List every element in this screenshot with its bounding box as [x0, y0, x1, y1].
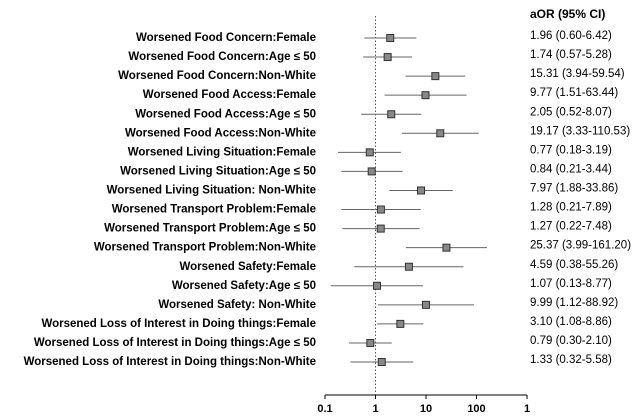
category-label: Worsened Living Situation:Female	[128, 146, 316, 158]
value-label: 15.31 (3.94-59.54)	[530, 68, 625, 80]
x-tick-label: 10	[420, 403, 432, 415]
x-tick-label: 1	[524, 403, 530, 415]
point-estimate	[365, 148, 374, 157]
value-label: 1.07 (0.13-8.77)	[530, 278, 612, 290]
category-label: Worsened Living Situation: Non-White	[107, 185, 316, 197]
category-label: Worsened Loss of Interest in Doing thing…	[34, 337, 316, 349]
point-estimate	[404, 262, 413, 271]
point-estimate	[383, 53, 392, 62]
point-estimate	[386, 34, 395, 42]
value-label: 1.74 (0.57-5.28)	[530, 49, 612, 61]
point-estimate	[421, 91, 430, 100]
category-label: Worsened Loss of Interest in Doing thing…	[24, 356, 316, 368]
value-label: 1.28 (0.21-7.89)	[530, 202, 612, 214]
point-estimate	[442, 243, 451, 252]
value-label: 1.33 (0.32-5.58)	[530, 354, 612, 366]
value-label: 9.77 (1.51-63.44)	[530, 87, 618, 99]
value-label: 4.59 (0.38-55.26)	[530, 259, 618, 271]
point-estimate	[367, 167, 376, 176]
value-label-title: aOR (95% CI)	[530, 7, 605, 21]
category-label: Worsened Transport Problem:Female	[112, 204, 316, 216]
point-estimate	[366, 338, 375, 347]
x-tick-label: 1	[372, 403, 378, 415]
value-label: 9.99 (1.12-88.92)	[530, 297, 618, 309]
category-label: Worsened Food Access:Female	[143, 89, 316, 101]
category-label: Worsened Loss of Interest in Doing thing…	[41, 318, 316, 330]
point-estimate	[372, 281, 381, 290]
value-label: 0.77 (0.18-3.19)	[530, 144, 612, 156]
category-label: Worsened Safety:Female	[179, 261, 316, 273]
point-estimate	[376, 205, 385, 214]
value-label: 7.97 (1.88-33.86)	[530, 183, 618, 195]
x-tick-label: 0.1	[317, 403, 332, 415]
category-label: Worsened Transport Problem:Non-White	[94, 242, 316, 254]
value-label: 19.17 (3.33-110.53)	[530, 125, 630, 137]
point-estimate	[376, 224, 385, 233]
point-estimate	[396, 319, 405, 328]
category-label: Worsened Food Access:Age ≤ 50	[135, 108, 316, 120]
value-label: 1.27 (0.22-7.48)	[530, 221, 612, 233]
value-label: 0.84 (0.21-3.44)	[530, 163, 612, 175]
category-label: Worsened Safety: Non-White	[158, 299, 316, 311]
value-label: 0.79 (0.30-2.10)	[530, 335, 612, 347]
value-label: 2.05 (0.52-8.07)	[530, 106, 612, 118]
value-label: 1.96 (0.60-6.42)	[530, 30, 612, 42]
category-label: Worsened Food Concern:Non-White	[118, 70, 316, 82]
value-label: 3.10 (1.08-8.86)	[530, 316, 612, 328]
category-label: Worsened Food Concern:Female	[136, 32, 316, 44]
category-label: Worsened Living Situation:Age ≤ 50	[120, 165, 316, 177]
point-estimate	[377, 358, 386, 367]
point-estimate	[417, 186, 426, 195]
point-estimate	[436, 129, 445, 138]
value-label: 25.37 (3.99-161.20)	[530, 240, 631, 252]
point-estimate	[387, 110, 396, 119]
category-label: Worsened Transport Problem:Age ≤ 50	[104, 223, 316, 235]
category-label: Worsened Food Access:Non-White	[125, 127, 316, 139]
category-label: Worsened Food Concern:Age ≤ 50	[128, 51, 316, 63]
x-tick-label: 100	[467, 403, 485, 415]
point-estimate	[431, 72, 440, 81]
point-estimate	[421, 300, 430, 309]
category-label: Worsened Safety:Age ≤ 50	[172, 280, 316, 292]
